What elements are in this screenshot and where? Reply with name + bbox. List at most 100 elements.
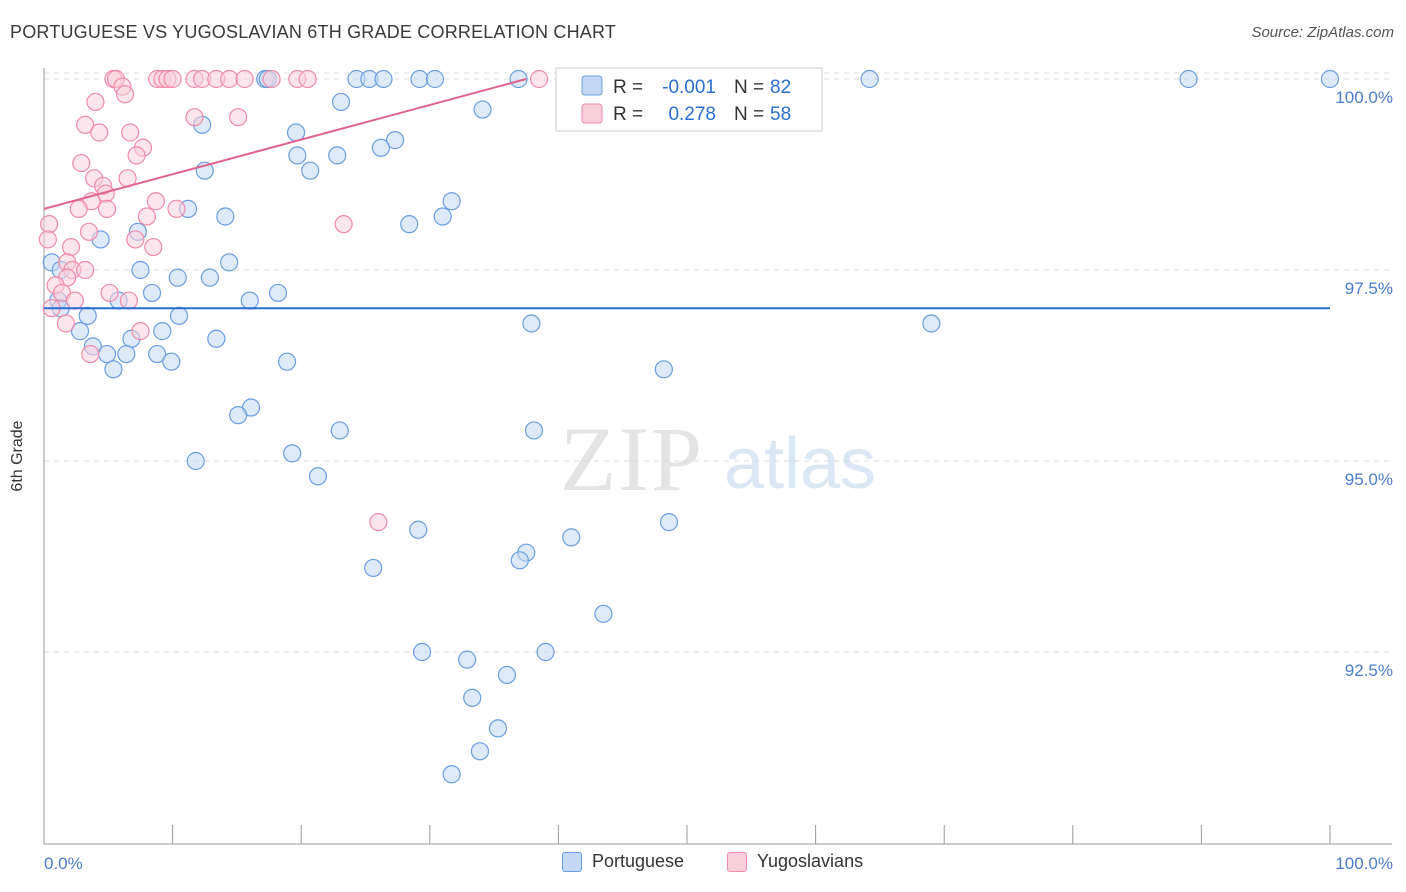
x-tick-labels: 0.0% 100.0% — [44, 854, 1393, 873]
watermark-zip: ZIP — [560, 408, 704, 510]
yugoslavian-point-11 — [262, 69, 281, 89]
yugoslavian-point-10 — [235, 69, 254, 89]
portuguese-point-20 — [301, 161, 320, 180]
portuguese-point-11 — [1320, 69, 1340, 89]
legend-n-value-2: 58 — [770, 104, 791, 125]
portuguese-point-13 — [473, 100, 492, 119]
legend-r-value-2: 0.278 — [668, 104, 716, 125]
portuguese-point-35 — [142, 283, 162, 303]
yugoslavian-point-34 — [69, 199, 88, 218]
portuguese-point-36 — [268, 283, 288, 303]
portuguese-point-76 — [488, 719, 508, 738]
yugoslavian-point-40 — [61, 237, 81, 257]
yugoslavian-point-5 — [163, 69, 182, 89]
legend-swatch-portuguese-bottom — [562, 851, 582, 872]
legend-box: R = -0.001 N = 82 R = 0.278 N = 58 — [555, 67, 823, 132]
yugoslavian-point-9 — [220, 69, 239, 89]
yugoslavian-point-54 — [131, 322, 150, 341]
y-tick-label-3: 100.0% — [1335, 88, 1393, 107]
yugoslavian-point-22 — [121, 123, 140, 142]
portuguese-point-58 — [229, 406, 248, 425]
trend-lines — [43, 78, 1330, 310]
portuguese-point-78 — [442, 765, 461, 784]
y-tick-label-1: 95.0% — [1345, 470, 1393, 489]
legend-swatch-portuguese — [581, 75, 603, 96]
portuguese-point-51 — [117, 344, 136, 364]
portuguese-point-70 — [594, 604, 613, 623]
portuguese-point-25 — [433, 207, 452, 226]
portuguese-point-34 — [200, 268, 219, 287]
portuguese-point-16 — [385, 131, 405, 150]
x-tick-label-max: 100.0% — [1335, 854, 1393, 873]
portuguese-point-9 — [860, 69, 879, 89]
y-tick-label-0: 92.5% — [1345, 661, 1393, 680]
portuguese-point-68 — [510, 551, 529, 570]
portuguese-point-22 — [442, 192, 461, 211]
yugoslavian-point-33 — [137, 207, 156, 226]
portuguese-point-18 — [288, 146, 307, 165]
portuguese-point-43 — [522, 314, 541, 333]
portuguese-point-60 — [524, 421, 544, 440]
yugoslavian-point-36 — [79, 222, 99, 241]
portuguese-point-66 — [562, 528, 581, 547]
portuguese-point-30 — [220, 253, 239, 272]
source-label: Source: ZipAtlas.com — [1251, 24, 1394, 41]
legend-n-value-1: 82 — [770, 77, 791, 98]
portuguese-point-17 — [371, 138, 391, 157]
yugoslavian-point-53 — [56, 314, 75, 333]
portuguese-point-41 — [78, 306, 97, 325]
portuguese-point-31 — [131, 260, 150, 280]
axes — [43, 68, 1392, 845]
legend-swatch-yugoslavians — [581, 103, 603, 124]
legend-label-yugoslavians: Yugoslavians — [757, 851, 864, 871]
portuguese-point-26 — [400, 215, 419, 234]
portuguese-point-53 — [162, 352, 181, 371]
portuguese-point-12 — [331, 92, 351, 112]
portuguese-point-6 — [425, 69, 445, 89]
yugoslavian-point-14 — [530, 69, 549, 89]
portuguese-point-54 — [277, 352, 297, 371]
portuguese-point-72 — [457, 650, 477, 669]
yugoslavian-point-24 — [127, 146, 146, 165]
portuguese-point-55 — [104, 360, 123, 379]
yugoslavian-point-39 — [38, 230, 57, 249]
yugoslavian-point-56 — [369, 513, 388, 532]
yugoslavian-point-25 — [72, 153, 91, 173]
yugoslavian-point-19 — [229, 108, 248, 127]
yugoslavian-point-41 — [126, 230, 145, 249]
portuguese-point-73 — [536, 642, 555, 662]
portuguese-point-64 — [659, 513, 679, 532]
bottom-legend: Portuguese Yugoslavians — [0, 851, 1406, 877]
y-tick-label-2: 97.5% — [1345, 279, 1393, 298]
portuguese-point-63 — [308, 467, 328, 486]
legend-r-value-1: -0.001 — [662, 77, 716, 98]
legend-n-label-1: N = — [734, 77, 764, 98]
yugoslavian-trend-line — [43, 78, 527, 210]
yugoslavian-point-55 — [81, 344, 100, 364]
x-tick-label-min: 0.0% — [44, 854, 83, 873]
yugoslavian-point-21 — [90, 123, 109, 142]
yugoslavian-point-20 — [76, 115, 95, 134]
portuguese-point-77 — [470, 742, 490, 761]
legend-item-yugoslavians: Yugoslavians — [727, 851, 863, 872]
chart-title: PORTUGUESE VS YUGOSLAVIAN 6TH GRADE CORR… — [10, 22, 617, 42]
portuguese-point-44 — [922, 314, 941, 333]
portuguese-point-65 — [409, 520, 428, 539]
portuguese-point-45 — [70, 322, 90, 341]
portuguese-point-56 — [654, 360, 673, 379]
y-tick-labels: 92.5% 95.0% 97.5% 100.0% — [1335, 88, 1393, 680]
yugoslavian-point-42 — [144, 237, 163, 257]
yugoslavian-point-16 — [115, 85, 135, 104]
portuguese-point-4 — [374, 69, 393, 89]
portuguese-point-10 — [1179, 69, 1198, 89]
legend-item-portuguese: Portuguese — [562, 851, 684, 872]
portuguese-point-69 — [364, 558, 383, 578]
watermark: ZIP atlas — [560, 408, 876, 510]
portuguese-point-74 — [497, 665, 517, 685]
yugoslavian-points — [38, 69, 549, 532]
portuguese-point-47 — [207, 329, 226, 348]
portuguese-point-59 — [330, 421, 349, 440]
watermark-atlas: atlas — [724, 424, 876, 504]
yugoslavian-point-18 — [185, 108, 204, 127]
